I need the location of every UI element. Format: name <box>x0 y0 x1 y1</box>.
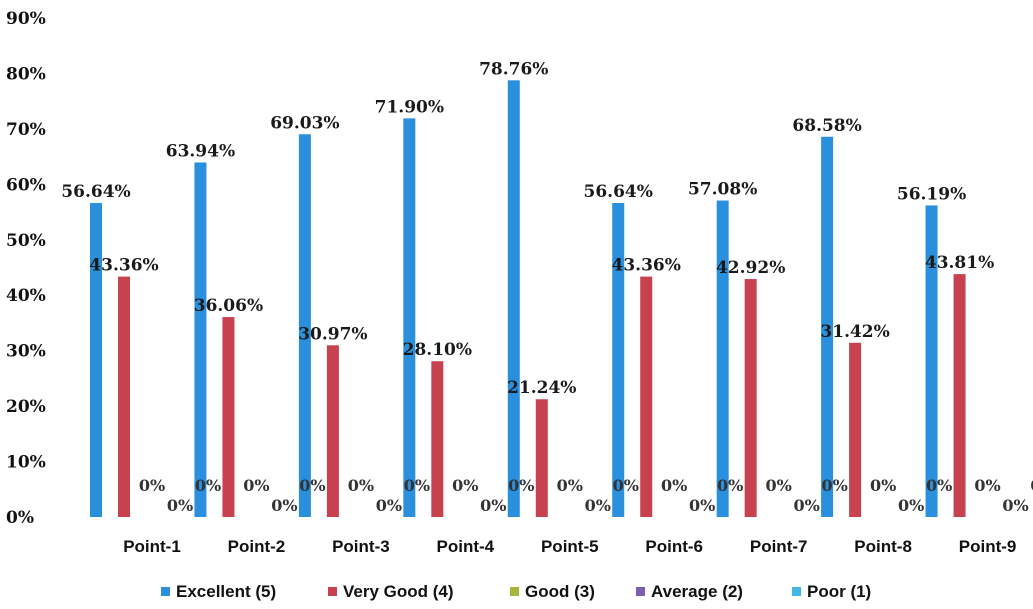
data-label: 0% <box>195 476 221 495</box>
bar-2-point-1 <box>118 276 130 517</box>
bar-2-point-2 <box>222 317 235 517</box>
y-tick-label: 20% <box>6 397 46 417</box>
legend-swatch <box>161 587 170 596</box>
legend-label: Average (2) <box>651 582 743 601</box>
data-label: 0% <box>585 496 611 515</box>
legend-swatch <box>510 587 519 596</box>
data-label: 57.08% <box>688 180 757 200</box>
data-label: 0% <box>1002 496 1028 515</box>
data-label: 0% <box>557 476 583 495</box>
data-label: 68.58% <box>792 116 861 136</box>
bar-1-point-2 <box>194 162 207 517</box>
data-label: 0% <box>613 476 639 495</box>
y-tick-label: 30% <box>6 342 46 362</box>
data-label: 0% <box>452 476 478 495</box>
data-label: 0% <box>821 476 847 495</box>
bars <box>90 80 966 518</box>
bar-2-point-4 <box>431 361 444 517</box>
y-tick-label: 10% <box>6 453 46 473</box>
x-tick-label: Point-6 <box>645 537 703 556</box>
bar-1-point-5 <box>507 80 520 518</box>
data-label: 0% <box>299 476 325 495</box>
bar-2-point-8 <box>849 342 862 517</box>
data-label: 0% <box>139 476 165 495</box>
data-label: 56.64% <box>61 182 130 202</box>
legend-label: Good (3) <box>525 582 595 601</box>
y-tick-label: 50% <box>6 231 46 251</box>
y-tick-label: 70% <box>6 120 46 140</box>
data-label: 0% <box>243 476 269 495</box>
legend-swatch <box>792 587 801 596</box>
data-label: 0% <box>765 476 791 495</box>
legend-label: Excellent (5) <box>176 582 276 601</box>
legend-label: Poor (1) <box>807 582 871 601</box>
data-label: 0% <box>793 496 819 515</box>
data-label: 28.10% <box>403 340 472 360</box>
data-label: 0% <box>404 476 430 495</box>
y-axis: 0% 10% 20% 30% 40% 50% 60% 70% 80% 90% <box>6 9 46 528</box>
bar-2-point-7 <box>744 279 757 517</box>
bar-2-point-9 <box>953 274 966 517</box>
y-tick-label: 60% <box>6 175 46 195</box>
data-label: 63.94% <box>166 141 235 161</box>
data-label: 56.19% <box>897 184 966 204</box>
y-tick-label: 0% <box>6 508 34 528</box>
bar-1-point-8 <box>821 136 834 517</box>
data-label: 43.36% <box>612 256 681 276</box>
y-tick-label: 40% <box>6 286 46 306</box>
x-tick-label: Point-3 <box>332 537 390 556</box>
x-tick-label: Point-4 <box>437 537 495 556</box>
x-tick-label: Point-2 <box>228 537 286 556</box>
data-label: 21.24% <box>507 378 576 398</box>
legend-swatch <box>636 587 645 596</box>
legend-label: Very Good (4) <box>343 582 454 601</box>
legend: Excellent (5) Very Good (4) Good (3) Averag… <box>161 582 871 601</box>
x-axis: Point-1 Point-2 Point-3 Point-4 Point-5 Point… <box>123 537 1016 556</box>
bar-1-point-3 <box>298 134 311 517</box>
data-labels: 56.64% 63.94% 69.03% 71.90% 78.76% 56.64% 57.0… <box>61 59 1033 515</box>
data-label: 0% <box>508 476 534 495</box>
bar-2-point-6 <box>640 276 653 517</box>
x-tick-label: Point-9 <box>959 537 1017 556</box>
data-label: 0% <box>717 476 743 495</box>
x-tick-label: Point-1 <box>123 537 181 556</box>
data-label: 0% <box>661 476 687 495</box>
bar-1-point-7 <box>716 200 729 517</box>
legend-swatch <box>328 587 337 596</box>
data-label: 0% <box>870 476 896 495</box>
data-label: 0% <box>1030 476 1033 495</box>
data-label: 56.64% <box>584 182 653 202</box>
data-label: 43.36% <box>89 256 158 276</box>
x-tick-label: Point-5 <box>541 537 599 556</box>
bar-1-point-4 <box>403 118 416 518</box>
bar-2-point-3 <box>326 345 339 517</box>
data-label: 0% <box>271 496 297 515</box>
data-label: 0% <box>689 496 715 515</box>
data-label: 0% <box>898 496 924 515</box>
x-tick-label: Point-8 <box>854 537 912 556</box>
data-label: 0% <box>348 476 374 495</box>
data-label: 0% <box>974 476 1000 495</box>
data-label: 30.97% <box>298 324 367 344</box>
data-label: 31.42% <box>820 322 889 342</box>
bar-1-point-1 <box>90 202 102 518</box>
bar-1-point-6 <box>612 202 625 518</box>
data-label: 0% <box>376 496 402 515</box>
bar-2-point-5 <box>535 399 548 517</box>
data-label: 36.06% <box>194 296 263 316</box>
data-label: 43.81% <box>925 253 994 273</box>
data-label: 0% <box>480 496 506 515</box>
data-label: 71.90% <box>375 97 444 117</box>
y-tick-label: 80% <box>6 64 46 84</box>
x-tick-label: Point-7 <box>750 537 808 556</box>
data-label: 78.76% <box>479 59 548 79</box>
data-label: 69.03% <box>270 113 339 133</box>
data-label: 0% <box>926 476 952 495</box>
data-label: 0% <box>167 496 193 515</box>
y-tick-label: 90% <box>6 9 46 29</box>
data-label: 42.92% <box>716 258 785 278</box>
bar-1-point-9 <box>925 205 938 517</box>
